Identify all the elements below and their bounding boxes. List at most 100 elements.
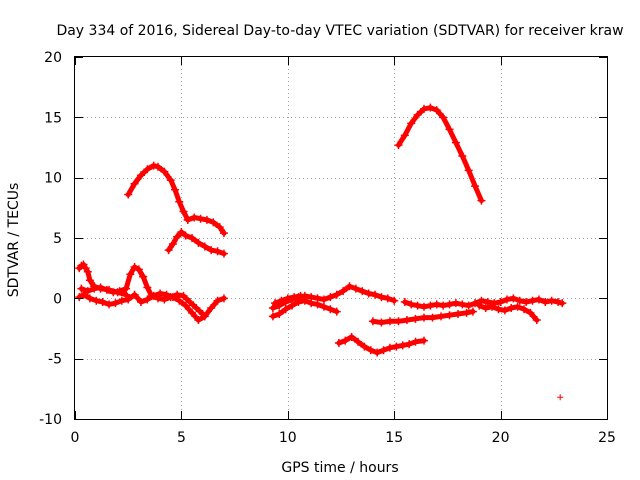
series-arc-14 <box>400 294 567 311</box>
series-line <box>396 105 484 204</box>
data-point <box>198 310 207 319</box>
data-point <box>526 308 535 317</box>
data-point <box>202 215 211 224</box>
data-point <box>477 296 486 305</box>
data-point <box>179 291 188 300</box>
series-arc-2 <box>183 213 228 238</box>
data-point <box>419 336 428 345</box>
data-point <box>507 303 516 312</box>
y-tick-label: 20 <box>44 50 62 66</box>
y-tick-label: 5 <box>53 231 62 247</box>
y-tick-label: 10 <box>44 171 62 187</box>
data-point <box>185 297 194 306</box>
x-tick-label: 10 <box>279 430 297 446</box>
data-point <box>283 294 292 303</box>
data-point <box>319 295 328 304</box>
data-point <box>188 308 197 317</box>
data-point <box>394 141 403 150</box>
data-point <box>130 290 139 299</box>
y-tick-label: 0 <box>53 291 62 307</box>
data-point <box>432 106 441 115</box>
x-tick-label: 5 <box>177 430 186 446</box>
series-arc-10 <box>271 291 305 308</box>
data-point <box>345 282 354 291</box>
data-point <box>194 238 203 247</box>
data-point <box>426 103 435 112</box>
data-point <box>136 171 145 180</box>
series-arc-15 <box>475 301 541 325</box>
x-tick-label: 0 <box>71 430 80 446</box>
data-point <box>130 262 139 271</box>
data-point <box>547 296 556 305</box>
data-point <box>90 284 99 293</box>
data-point <box>139 272 148 281</box>
series-arc-13 <box>394 103 486 205</box>
data-point <box>392 342 401 351</box>
data-point <box>166 176 175 185</box>
data-point <box>215 223 224 232</box>
data-point <box>207 246 216 255</box>
data-point <box>164 246 173 255</box>
data-point <box>124 295 133 304</box>
data-point <box>277 296 286 305</box>
data-point <box>379 346 388 355</box>
x-tick-label: 20 <box>492 430 510 446</box>
data-point <box>464 301 473 310</box>
data-point <box>109 288 118 297</box>
data-point <box>160 167 169 176</box>
data-point <box>124 190 133 199</box>
data-point <box>481 303 490 312</box>
series-arc-3 <box>164 227 228 258</box>
data-point <box>400 131 409 140</box>
data-point <box>364 289 373 298</box>
data-point <box>183 215 192 224</box>
tick-labels: 0 5 10 15 20 25 -10 -5 0 5 10 15 20 <box>39 50 616 446</box>
data-point <box>509 294 518 303</box>
data-point <box>334 338 343 347</box>
data-point <box>413 110 422 119</box>
data-point <box>458 300 467 309</box>
data-point <box>368 317 377 326</box>
data-point <box>398 341 407 350</box>
data-point <box>181 301 190 310</box>
data-point <box>175 197 184 206</box>
data-point <box>92 296 101 305</box>
data-point <box>373 348 382 357</box>
data-point <box>209 218 218 227</box>
data-point <box>77 284 86 293</box>
data-point <box>219 229 228 238</box>
data-point <box>173 290 182 299</box>
data-point <box>177 227 186 236</box>
data-point <box>188 234 197 242</box>
data-point <box>366 346 375 355</box>
series-outlier <box>557 394 564 401</box>
data-point <box>475 301 484 310</box>
x-axis-label: GPS time / hours <box>281 460 398 476</box>
data-point <box>500 306 509 315</box>
data-point <box>171 185 180 194</box>
data-point <box>194 316 203 325</box>
data-point <box>400 297 409 306</box>
data-point <box>207 303 216 312</box>
data-point <box>402 316 411 325</box>
data-point <box>494 305 503 314</box>
data-point <box>358 287 367 296</box>
data-point <box>326 305 335 314</box>
series-arc-8 <box>268 296 341 321</box>
data-point <box>122 284 131 293</box>
data-point <box>200 242 209 251</box>
data-point <box>143 283 152 292</box>
data-point <box>168 240 177 249</box>
data-point <box>462 308 471 317</box>
data-point <box>445 311 454 320</box>
data-point <box>143 165 152 174</box>
data-point <box>271 299 280 308</box>
data-point <box>390 296 399 305</box>
data-points <box>75 103 567 401</box>
series-arc-11 <box>334 332 428 357</box>
data-point <box>275 310 284 319</box>
data-point <box>173 232 182 241</box>
data-point <box>219 294 228 303</box>
data-point <box>102 285 111 294</box>
